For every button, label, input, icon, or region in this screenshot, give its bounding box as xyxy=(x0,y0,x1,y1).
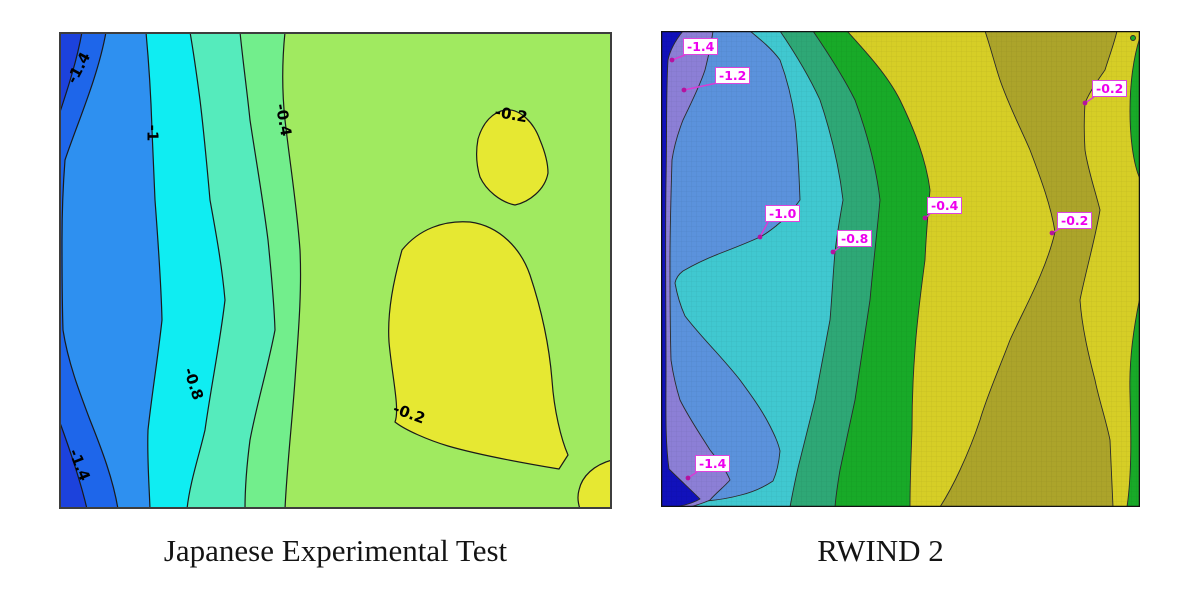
caption-experimental: Japanese Experimental Test xyxy=(163,533,508,568)
caption-rwind2: RWIND 2 xyxy=(817,533,944,568)
contour-plot-experimental: -1.4 -1 -0.4 -0.2 -0.8 -1.4 -0.2 xyxy=(59,32,612,509)
contour-plot-rwind2-svg xyxy=(661,31,1140,507)
contour-plot-rwind2: -1.4 -1.2 -1.0 -0.8 -0.4 -0.2 -0.2 -1.4 xyxy=(661,31,1140,507)
contour-band xyxy=(388,221,569,470)
contour-plot-experimental-svg xyxy=(59,32,612,509)
contour-value-label: -1.2 xyxy=(715,67,751,84)
fe-mesh-overlay xyxy=(661,31,1140,507)
contour-value-label: -0.4 xyxy=(927,197,963,214)
contour-band xyxy=(476,109,549,206)
contour-label: -0.4 xyxy=(271,102,296,138)
label-anchor-dots xyxy=(669,57,1088,481)
plot-frame xyxy=(661,31,1140,507)
contour-value-label: -1.4 xyxy=(695,455,731,472)
contour-label: -1 xyxy=(143,124,162,142)
plot-frame xyxy=(59,32,612,509)
contour-value-label: -1.4 xyxy=(683,38,719,55)
contour-band xyxy=(59,32,119,509)
contour-value-label: -1.0 xyxy=(765,205,801,222)
contour-value-label: -0.2 xyxy=(1057,212,1093,229)
contour-value-label: -0.2 xyxy=(1092,80,1128,97)
contour-band xyxy=(59,32,163,509)
contour-value-label: -0.8 xyxy=(837,230,873,247)
